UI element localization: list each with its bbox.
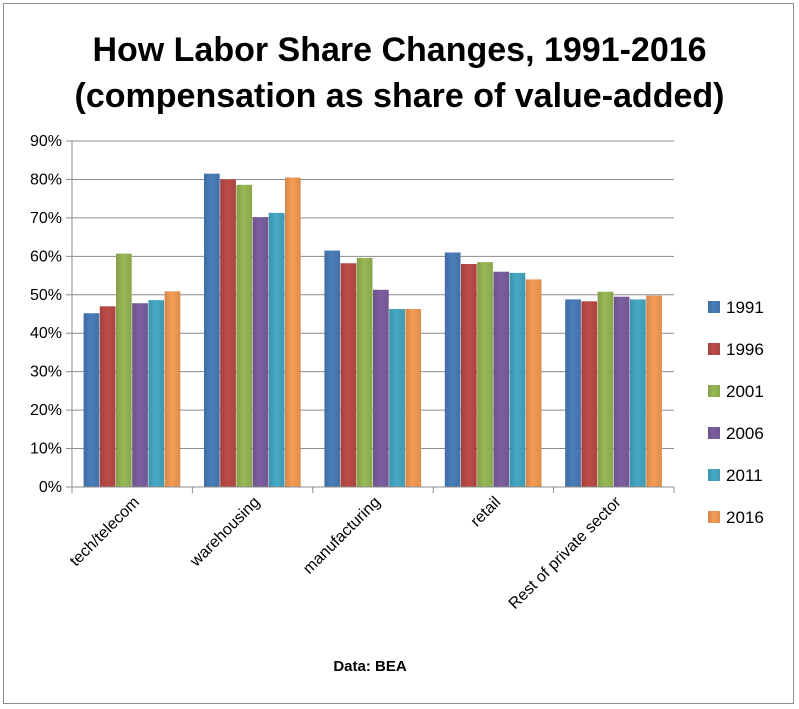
bar-1996-4 (581, 301, 598, 487)
bar-2011-3 (509, 272, 526, 487)
chart-subtitle: (compensation as share of value-added) (74, 77, 725, 115)
bar-1991-1 (204, 173, 220, 487)
y-tick-label: 20% (30, 402, 62, 419)
bar-2006-4 (613, 296, 630, 487)
y-tick-label: 30% (30, 364, 62, 381)
y-tick-label: 60% (30, 248, 62, 265)
x-tick-label: warehousing (187, 494, 264, 571)
y-tick-label: 50% (30, 287, 62, 304)
bar-1991-2 (324, 250, 341, 487)
bar-2016-2 (405, 309, 422, 487)
bar-2011-0 (148, 300, 165, 487)
bar-2001-1 (236, 184, 253, 487)
bar-1996-3 (461, 264, 477, 487)
data-source-note: Data: BEA (333, 658, 407, 675)
bar-2001-2 (356, 257, 373, 487)
bar-1991-4 (565, 299, 581, 487)
bar-2016-0 (164, 291, 181, 487)
bar-2006-3 (493, 271, 510, 487)
legend-swatch (708, 511, 720, 523)
bar-2016-3 (525, 279, 542, 487)
y-tick-label: 70% (30, 210, 62, 227)
legend-label: 2016 (726, 508, 764, 527)
legend-swatch (708, 301, 720, 313)
bar-2001-3 (477, 262, 493, 487)
legend-swatch (708, 343, 720, 355)
legend-swatch (708, 427, 720, 439)
legend-label: 2001 (726, 382, 764, 401)
bar-1996-0 (99, 306, 116, 487)
bar-2001-4 (597, 291, 614, 487)
legend-label: 1991 (726, 298, 764, 317)
bar-2016-1 (285, 177, 301, 487)
y-tick-label: 90% (30, 133, 62, 150)
bar-1991-3 (444, 252, 461, 487)
bar-2011-1 (268, 212, 285, 487)
y-tick-label: 80% (30, 171, 62, 188)
bar-2011-2 (389, 309, 405, 487)
bar-2001-0 (116, 253, 132, 487)
x-tick-label: tech/telecom (67, 494, 143, 570)
chart-title: How Labor Share Changes, 1991-2016 (92, 31, 707, 69)
y-tick-label: 0% (39, 479, 62, 496)
bar-2006-1 (252, 217, 269, 487)
bar-2006-2 (373, 289, 389, 487)
y-tick-label: 40% (30, 325, 62, 342)
legend-label: 2006 (726, 424, 764, 443)
x-tick-label: manufacturing (300, 494, 384, 578)
bar-1996-2 (340, 263, 357, 487)
x-tick-label: Rest of private sector (506, 493, 625, 612)
legend-label: 2011 (726, 466, 763, 485)
legend-swatch (708, 385, 720, 397)
bar-1996-1 (220, 179, 236, 487)
bar-2016-4 (646, 295, 662, 487)
legend-swatch (708, 469, 720, 481)
bar-2011-4 (630, 299, 646, 487)
y-tick-label: 10% (30, 441, 62, 458)
bar-1991-0 (83, 313, 100, 487)
x-tick-label: retail (468, 494, 505, 531)
bar-2006-0 (132, 303, 148, 487)
legend-label: 1996 (726, 340, 764, 359)
chart-frame (3, 3, 794, 704)
